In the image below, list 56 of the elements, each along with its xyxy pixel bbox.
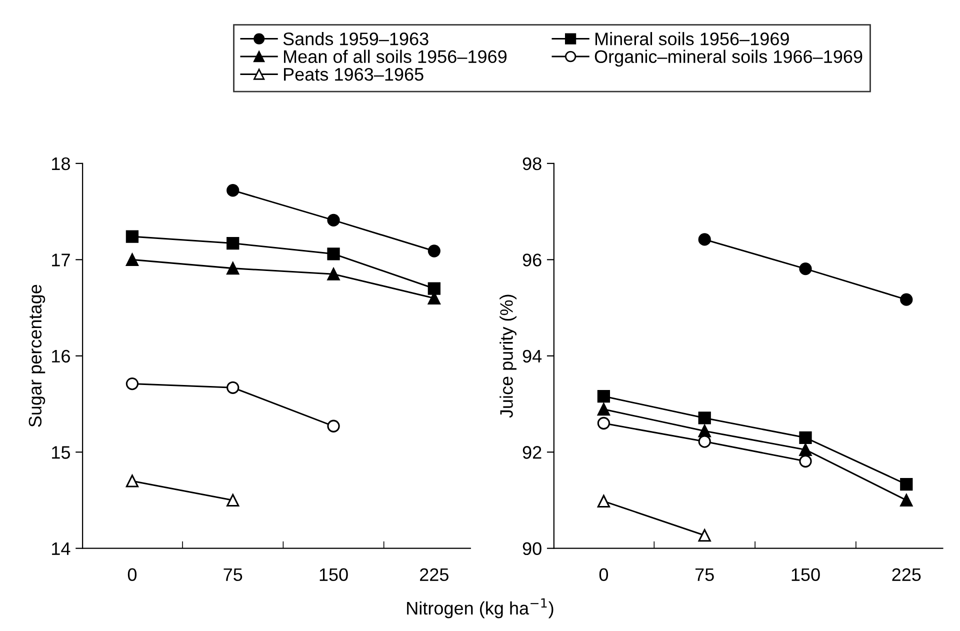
legend-label: Mean of all soils 1956–1969 (284, 50, 507, 64)
point (126, 377, 139, 390)
point (327, 268, 340, 280)
point (900, 494, 913, 507)
point (428, 282, 440, 295)
y-tick-label: 14 (52, 542, 70, 555)
y-tick-label: 16 (52, 350, 70, 363)
point (327, 420, 340, 432)
point (799, 262, 812, 276)
point (226, 381, 240, 394)
x-tick-label: 225 (892, 568, 921, 582)
point (900, 293, 913, 306)
point (126, 230, 139, 243)
legend-label: Organic–mineral soils 1966–1969 (594, 50, 862, 67)
point (597, 390, 610, 403)
point (698, 529, 711, 542)
x-tick-label: 225 (420, 568, 448, 582)
x-tick-label: 150 (320, 568, 348, 582)
point (799, 431, 812, 444)
point (226, 494, 240, 507)
y-tick-label: 17 (52, 254, 70, 266)
point (597, 494, 610, 508)
y-tick-label: 92 (522, 446, 542, 459)
y-axis-title: Juice purity (%) (500, 294, 516, 418)
x-tick-label: 0 (128, 568, 137, 582)
point (126, 253, 139, 266)
point (226, 262, 240, 275)
y-tick-label: 18 (52, 157, 70, 170)
point (597, 402, 610, 416)
x-axis-title: Nitrogen (kg ha$^{−1}$) (407, 598, 554, 618)
point (900, 478, 913, 491)
point (126, 474, 139, 488)
y-tick-label: 15 (52, 446, 70, 459)
x-tick-label: 0 (599, 568, 608, 582)
x-tick-label: 75 (695, 568, 714, 582)
legend-label: Sands 1959–1963 (283, 32, 428, 46)
y-axis-title: Sugar percentage (28, 284, 46, 427)
point (698, 233, 711, 246)
point (428, 244, 440, 258)
point (226, 184, 240, 197)
point (327, 214, 340, 227)
x-tick-label: 150 (792, 568, 820, 582)
point (226, 236, 240, 250)
point (799, 443, 812, 456)
point (327, 248, 340, 260)
legend-label: Mineral soils 1956–1969 (596, 32, 789, 46)
point (799, 454, 812, 468)
point (698, 435, 711, 448)
y-tick-label: 98 (522, 157, 542, 170)
x-tick-label: 75 (224, 568, 242, 582)
point (597, 416, 610, 430)
y-tick-label: 90 (522, 542, 542, 556)
y-tick-label: 94 (522, 350, 542, 363)
point (698, 412, 711, 424)
legend-label: Peats 1963–1965 (284, 68, 424, 81)
y-tick-label: 96 (522, 254, 542, 266)
